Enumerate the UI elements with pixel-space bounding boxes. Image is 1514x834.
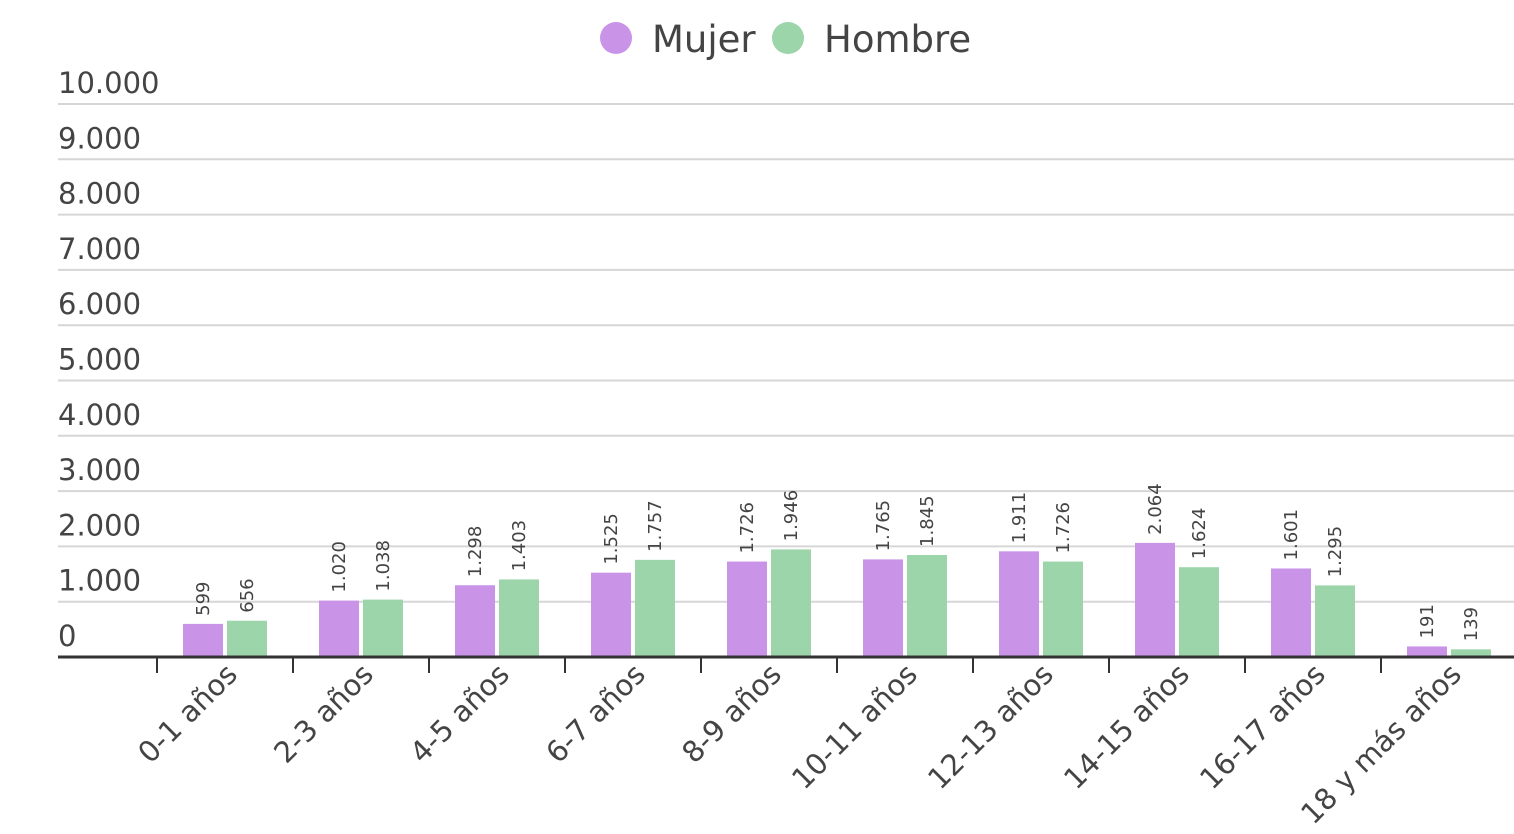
value-label: 1.295 (1325, 526, 1346, 578)
y-tick-label: 1.000 (58, 564, 141, 598)
value-label: 139 (1461, 607, 1482, 641)
y-tick-label: 7.000 (58, 232, 141, 266)
value-label: 1.726 (737, 502, 758, 554)
bar (771, 549, 811, 657)
y-tick-label: 2.000 (58, 508, 141, 542)
legend-label: Hombre (824, 18, 971, 61)
bar (363, 599, 403, 657)
x-tick-label: 0-1 años (131, 657, 244, 770)
bar (1451, 649, 1491, 657)
x-tick-label: 6-7 años (539, 657, 652, 770)
x-tick-label: 8-9 años (675, 657, 788, 770)
value-label: 1.624 (1189, 508, 1210, 560)
y-tick-label: 4.000 (58, 398, 141, 432)
value-label: 1.020 (329, 541, 350, 593)
value-label: 1.038 (373, 540, 394, 592)
value-label: 1.726 (1053, 502, 1074, 554)
y-tick-label: 0 (58, 619, 76, 653)
bar (1135, 542, 1175, 657)
value-label: 599 (193, 582, 214, 616)
bar (227, 620, 267, 657)
value-label: 1.525 (601, 513, 622, 565)
x-tick-label: 10-11 años (785, 657, 924, 796)
y-tick-label: 8.000 (58, 177, 141, 211)
y-tick-label: 6.000 (58, 287, 141, 321)
bar (455, 585, 495, 657)
value-label: 191 (1417, 604, 1438, 638)
bar (1271, 568, 1311, 657)
x-tick-label: 12-13 años (921, 657, 1060, 796)
bar (319, 600, 359, 657)
bar (1179, 567, 1219, 657)
bar (863, 559, 903, 657)
value-label: 1.765 (873, 500, 894, 552)
legend-swatch (600, 22, 632, 54)
bar (1407, 646, 1447, 657)
bar (183, 623, 223, 657)
value-label: 1.298 (465, 526, 486, 578)
y-tick-label: 10.000 (58, 66, 159, 100)
x-tick-label: 14-15 años (1057, 657, 1196, 796)
bar (591, 572, 631, 657)
value-label: 1.601 (1281, 509, 1302, 561)
bar (727, 561, 767, 657)
value-label: 1.911 (1009, 492, 1030, 544)
value-label: 2.064 (1145, 483, 1166, 535)
bar (1043, 561, 1083, 657)
bar (1315, 585, 1355, 657)
bar (499, 579, 539, 657)
x-tick-label: 2-3 años (267, 657, 380, 770)
y-tick-label: 5.000 (58, 343, 141, 377)
bar (999, 551, 1039, 657)
value-label: 656 (237, 578, 258, 612)
y-tick-label: 3.000 (58, 453, 141, 487)
legend-swatch (772, 22, 804, 54)
legend-label: Mujer (652, 18, 756, 61)
value-label: 1.845 (917, 495, 938, 547)
bar (907, 554, 947, 657)
bar (635, 559, 675, 657)
x-tick-label: 4-5 años (403, 657, 516, 770)
value-label: 1.757 (645, 500, 666, 552)
x-tick-label: 16-17 años (1193, 657, 1332, 796)
value-label: 1.946 (781, 490, 802, 542)
y-tick-label: 9.000 (58, 121, 141, 155)
value-label: 1.403 (509, 520, 530, 572)
